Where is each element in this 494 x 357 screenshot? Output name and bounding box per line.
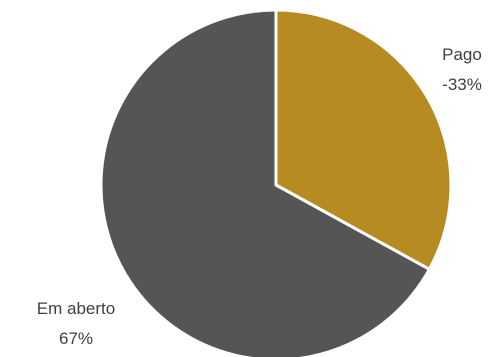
value-label-pago: -33% — [442, 75, 482, 94]
pie-slice-pago — [274, 8, 453, 271]
value-label-em-aberto: 67% — [59, 329, 93, 348]
data-label-em-aberto: Em aberto 67% — [37, 299, 115, 348]
pie-slices — [99, 8, 453, 357]
category-label-pago: Pago — [442, 45, 482, 64]
data-label-pago: Pago -33% — [442, 45, 482, 94]
category-label-em-aberto: Em aberto — [37, 299, 115, 318]
pie-slice-em-aberto — [99, 8, 431, 357]
